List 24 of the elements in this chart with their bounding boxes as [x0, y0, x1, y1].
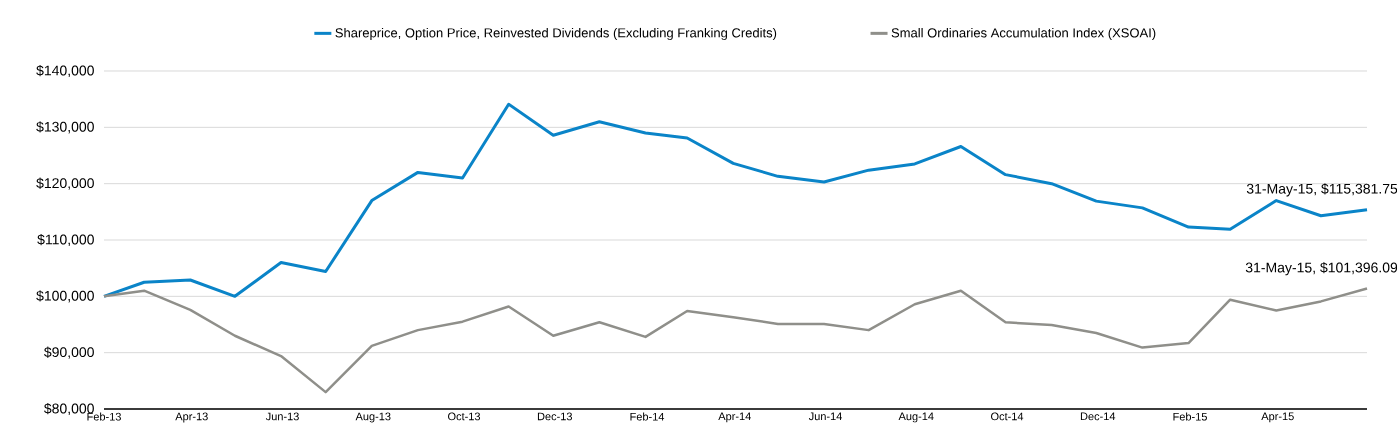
- legend-label: Small Ordinaries Accumulation Index (XSOAI): [891, 27, 1156, 40]
- y-tick-label: $120,000: [36, 177, 94, 190]
- y-tick-label: $90,000: [44, 346, 94, 359]
- x-tick-label: Feb-15: [1173, 412, 1207, 421]
- x-tick-label: Apr-13: [175, 412, 208, 423]
- x-tick-label: Apr-14: [718, 412, 751, 423]
- x-tick-label: Aug-14: [898, 412, 934, 423]
- x-tick-label: Jun-13: [265, 412, 299, 421]
- x-tick-label: Oct-14: [991, 412, 1024, 421]
- x-tick-label: Apr-15: [1261, 412, 1294, 423]
- x-tick-label: Feb-14: [630, 412, 665, 421]
- x-tick-label: Dec-14: [1080, 412, 1116, 421]
- legend-label: Shareprice, Option Price, Reinvested Dividends (Excluding Franking Credits): [335, 27, 777, 41]
- y-tick-label: $140,000: [36, 64, 94, 78]
- annotation: 31-May-15, $115,381.75: [1246, 183, 1397, 197]
- x-tick-label: Dec-13: [537, 412, 573, 421]
- x-tick-label: Aug-13: [355, 412, 391, 423]
- annotation: 31-May-15, $101,396.09: [1245, 262, 1397, 276]
- x-tick-label: Jun-14: [808, 412, 843, 421]
- y-tick-label: $100,000: [36, 290, 94, 303]
- x-tick-label: Oct-13: [448, 412, 481, 421]
- y-tick-label: $130,000: [36, 121, 94, 134]
- y-tick-label: $110,000: [37, 233, 94, 247]
- line-series: [102, 287, 1369, 394]
